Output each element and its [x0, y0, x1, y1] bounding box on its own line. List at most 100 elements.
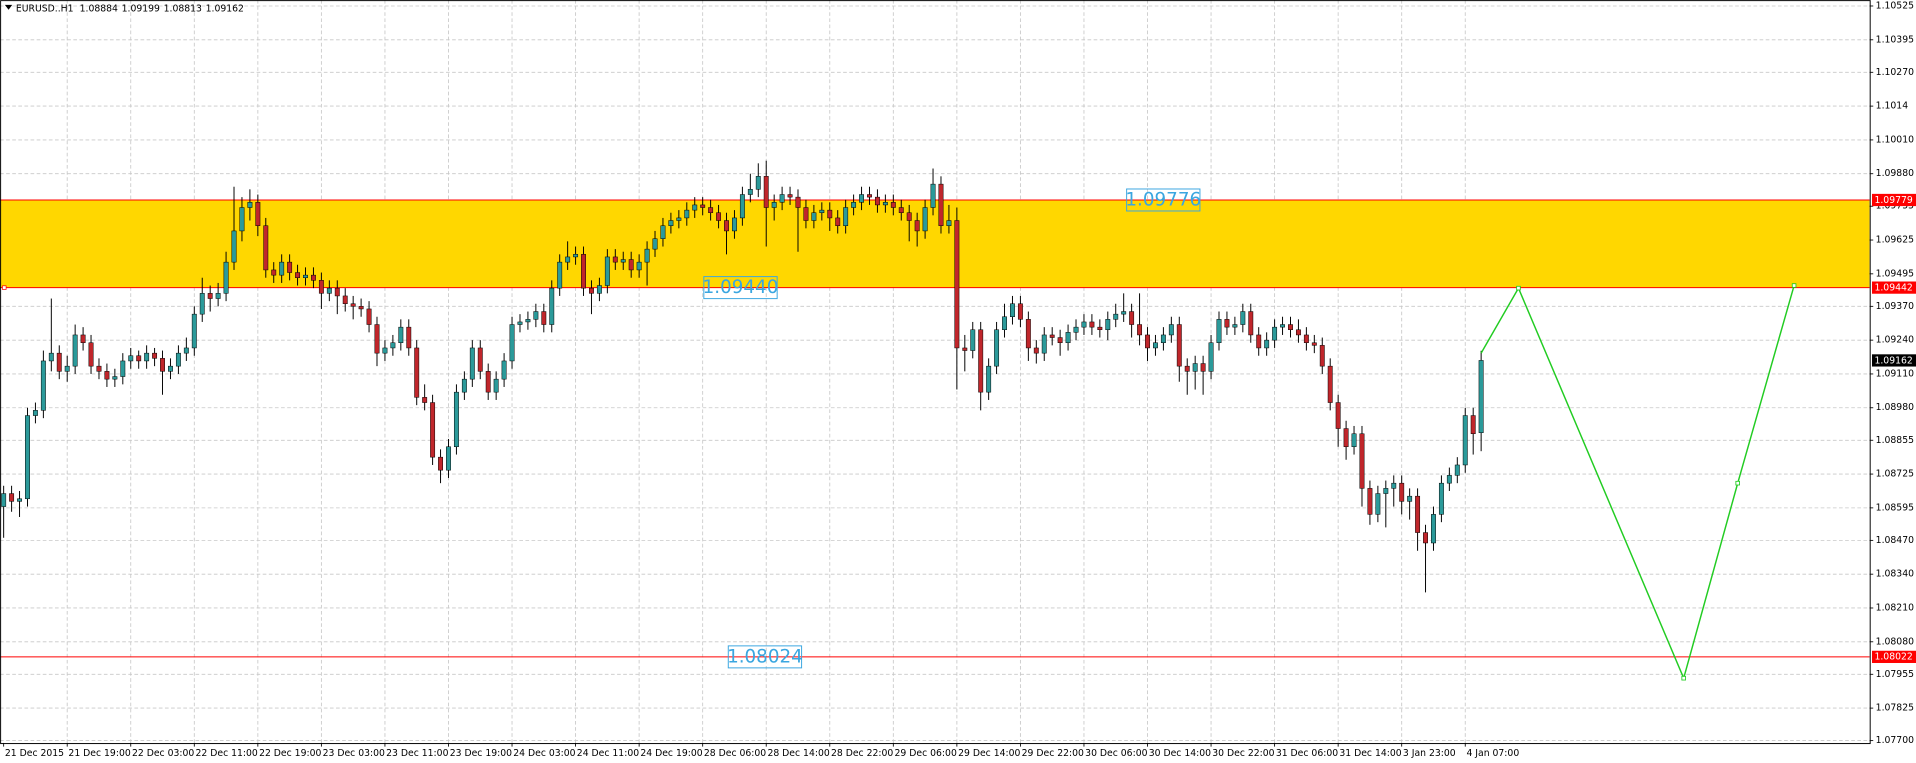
x-tick-label: 4 Jan 07:00 [1466, 748, 1519, 759]
candle-body [1391, 482, 1397, 489]
candle-body [1145, 334, 1150, 349]
candle-body [946, 220, 952, 226]
candle-body [1081, 321, 1087, 328]
candle-body [358, 306, 364, 310]
candle-body [1002, 316, 1007, 330]
y-tick-label: 1.07955 [1876, 669, 1914, 680]
candle-body [724, 220, 729, 232]
annotation-box [703, 276, 778, 300]
candle-body [1303, 334, 1309, 343]
candle-body [453, 391, 459, 448]
candle-body [581, 254, 586, 289]
candle-body [326, 287, 332, 294]
candle-body [485, 371, 491, 393]
y-tick-label: 1.08855 [1876, 435, 1914, 446]
y-tick-label: 1.09370 [1876, 301, 1914, 312]
candle-body [573, 254, 579, 258]
candle-body [557, 261, 563, 289]
candle-body [819, 209, 825, 213]
candle-body [334, 287, 340, 297]
x-tick-label: 22 Dec 19:00 [259, 748, 321, 759]
zone-anchor [2, 285, 7, 290]
x-tick-label: 31 Dec 14:00 [1339, 748, 1401, 759]
annotation-box [727, 645, 803, 669]
candle-body [1025, 319, 1031, 349]
candle-body [1121, 311, 1127, 315]
candle-body [620, 259, 626, 263]
y-tick-label: 1.09110 [1876, 368, 1914, 379]
candle-body [1160, 334, 1166, 343]
candles-layer [1, 160, 1484, 593]
plot-border [0, 0, 1871, 745]
candle-body [120, 360, 126, 377]
candle-body [279, 261, 285, 276]
candle-body [1, 493, 7, 507]
candle-body [859, 194, 864, 203]
candle-body [1431, 514, 1436, 544]
candle-body [1264, 339, 1270, 349]
candle-body [565, 256, 571, 263]
candle-body [112, 376, 118, 380]
y-tick-label: 1.08340 [1876, 569, 1914, 580]
candle-body [755, 176, 761, 190]
candle-body [882, 202, 888, 206]
low: 1.08813 [164, 3, 202, 14]
x-tick-label: 3 Jan 23:00 [1403, 748, 1456, 759]
x-tick-label: 28 Dec 22:00 [831, 748, 893, 759]
y-tick-label: 1.1014 [1876, 101, 1909, 112]
x-tick-label: 23 Dec 19:00 [450, 748, 512, 759]
candle-body [1137, 324, 1143, 336]
candle-body [779, 194, 785, 203]
candle-body [136, 355, 142, 362]
candle-body [215, 293, 221, 299]
x-tick-label: 29 Dec 22:00 [1022, 748, 1084, 759]
candle-body [1216, 319, 1222, 343]
x-tick-label: 24 Dec 19:00 [640, 748, 702, 759]
candle-body [668, 220, 674, 226]
candle-body [469, 347, 475, 380]
candle-body [430, 402, 436, 458]
y-tick-label: 1.10525 [1876, 0, 1914, 11]
chart-header: EURUSD..H1 1.08884 1.09199 1.08813 1.09162 [16, 3, 244, 14]
candle-body [104, 371, 110, 380]
projection-point [1516, 285, 1521, 291]
candle-body [446, 446, 451, 471]
x-tick-label: 22 Dec 11:00 [196, 748, 258, 759]
y-tick-label: 1.08595 [1876, 502, 1914, 513]
candle-body [263, 225, 269, 271]
y-tick-label: 1.08080 [1876, 636, 1914, 647]
candle-body [295, 272, 301, 278]
candle-body [168, 365, 173, 372]
y-tick-label: 1.07825 [1876, 703, 1914, 714]
zone [0, 199, 1870, 288]
candle-body [835, 217, 841, 226]
candle-body [1407, 495, 1413, 502]
candle-body [32, 410, 38, 416]
x-tick-label: 30 Dec 06:00 [1085, 748, 1147, 759]
high: 1.09199 [122, 3, 160, 14]
candle-body [994, 329, 1000, 367]
candle-body [1153, 342, 1158, 349]
annotation: 1.08024 [727, 646, 803, 667]
candle-body [40, 360, 46, 411]
candle-body [811, 212, 817, 221]
y-tick-label: 1.09495 [1876, 268, 1914, 279]
y-tick-label: 1.09880 [1876, 168, 1914, 179]
candle-body [795, 196, 801, 208]
candle-body [1129, 311, 1135, 325]
candle-body [239, 207, 245, 232]
open: 1.08884 [80, 3, 118, 14]
x-tick-label: 31 Dec 06:00 [1276, 748, 1338, 759]
candle-body [342, 295, 348, 304]
candle-body [533, 311, 539, 320]
projection-point [1735, 480, 1740, 486]
annotation: 1.09776 [1125, 190, 1201, 211]
candle-body [1208, 342, 1214, 372]
y-tick-label: 1.08980 [1876, 402, 1914, 413]
candle-body [1359, 433, 1365, 489]
candle-body [493, 378, 499, 393]
candle-body [1010, 303, 1015, 317]
y-tick-label: 1.08725 [1876, 469, 1914, 480]
